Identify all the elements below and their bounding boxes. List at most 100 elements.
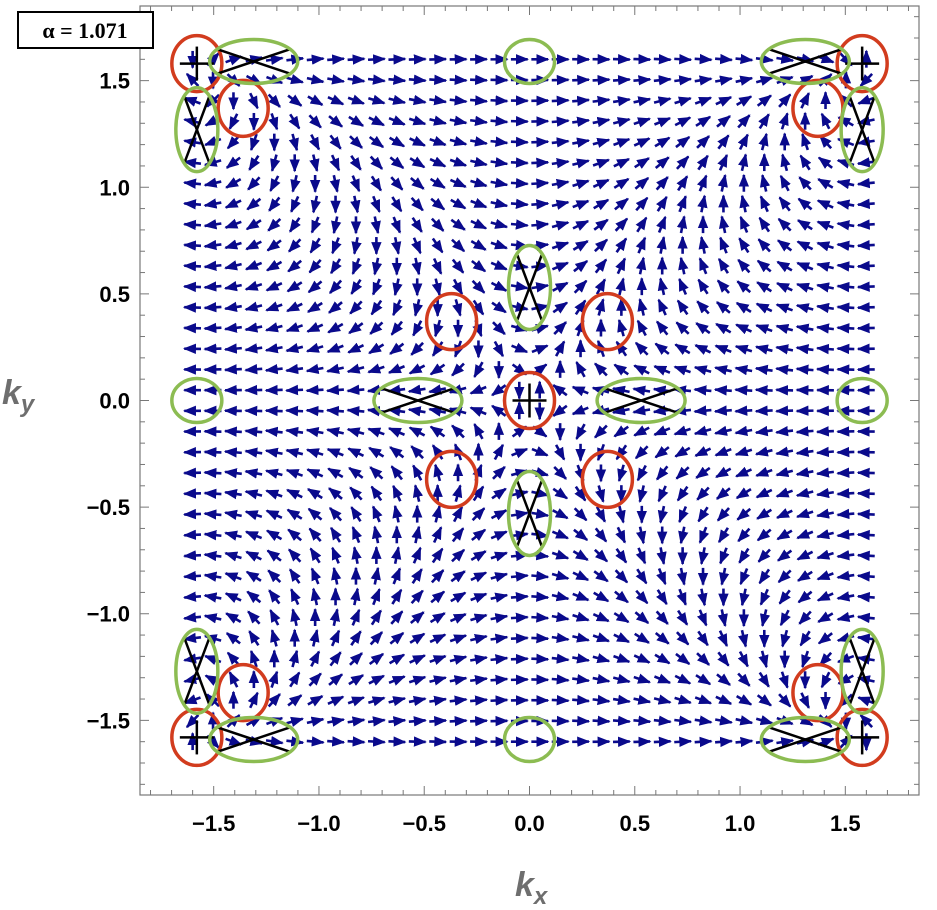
vector-arrow <box>286 716 305 727</box>
vector-arrow <box>714 446 732 457</box>
vector-arrow <box>633 364 650 376</box>
vector-arrow <box>244 530 263 541</box>
vector-arrow <box>673 365 691 376</box>
vector-arrow <box>270 154 281 173</box>
vector-arrow <box>754 385 773 396</box>
vector-arrow <box>697 506 710 523</box>
vector-arrow <box>592 673 611 685</box>
vector-arrow <box>225 632 241 645</box>
vector-arrow <box>288 649 299 668</box>
vector-arrow <box>449 177 467 189</box>
vector-arrow <box>310 195 321 214</box>
vector-arrow <box>431 444 444 460</box>
vector-arrow <box>817 611 834 623</box>
vector-arrow <box>695 322 711 335</box>
vector-arrow <box>470 239 487 251</box>
vector-arrow <box>267 693 281 708</box>
vector-arrow <box>737 258 751 274</box>
vector-arrow <box>409 632 426 645</box>
vector-arrow <box>818 651 833 667</box>
vortex-circle <box>580 449 635 510</box>
vector-arrow <box>491 301 507 314</box>
vector-arrow <box>531 591 550 602</box>
vector-arrow <box>409 177 425 190</box>
x-tick-label: 0.0 <box>514 811 545 836</box>
vector-arrow <box>265 509 283 521</box>
vector-arrow <box>388 736 407 747</box>
vector-arrow <box>815 467 834 478</box>
vector-arrow <box>551 611 570 623</box>
vector-arrow <box>636 464 648 482</box>
vector-arrow <box>531 344 549 355</box>
vector-arrow <box>203 260 222 271</box>
vector-arrow <box>203 219 222 230</box>
vector-arrow <box>203 530 222 541</box>
vector-arrow <box>182 508 202 520</box>
vector-arrow <box>182 591 202 602</box>
vector-arrow <box>675 631 690 646</box>
vector-arrow <box>410 196 424 212</box>
vector-arrow <box>531 653 550 665</box>
vector-arrow <box>856 633 875 644</box>
antivortex-ellipse <box>372 376 464 425</box>
vector-arrow <box>469 384 487 395</box>
vector-arrow <box>613 611 630 624</box>
vector-arrow <box>531 508 550 519</box>
vector-arrow <box>592 137 611 148</box>
vector-arrow <box>286 54 305 65</box>
vector-arrow <box>431 341 444 357</box>
vector-arrow <box>816 529 834 540</box>
vector-arrow <box>775 466 794 478</box>
vector-arrow <box>758 671 770 688</box>
vector-arrow <box>449 675 468 686</box>
vector-arrow <box>857 696 875 707</box>
vector-arrow <box>510 177 529 189</box>
vector-arrow <box>203 239 222 251</box>
vector-arrow <box>249 133 260 152</box>
cross-marker <box>768 48 842 75</box>
vector-arrow <box>290 608 301 627</box>
vector-arrow <box>203 322 222 334</box>
vector-arrow <box>758 113 770 130</box>
vector-arrow <box>430 197 446 211</box>
vector-arrow <box>657 505 668 524</box>
vector-arrow <box>431 526 443 544</box>
vector-arrow <box>390 610 404 625</box>
vector-arrow <box>226 651 241 667</box>
vector-arrow <box>531 446 549 457</box>
vector-arrow <box>288 568 301 584</box>
vector-arrow <box>531 261 550 272</box>
vector-arrow <box>185 72 200 87</box>
vector-arrow <box>407 384 426 395</box>
vector-arrow <box>287 694 303 707</box>
vector-arrow <box>551 137 570 148</box>
vector-arrow <box>306 716 325 727</box>
vector-arrow <box>856 240 875 251</box>
vector-arrow <box>431 504 442 523</box>
vector-arrow <box>449 695 468 706</box>
y-axis-title: ky <box>2 374 36 418</box>
vector-arrow <box>327 74 346 85</box>
vector-arrow <box>268 589 281 605</box>
vector-arrow <box>249 649 260 668</box>
vector-arrow <box>329 134 342 150</box>
antivortex-ellipse <box>502 37 557 86</box>
vector-arrow <box>266 549 282 562</box>
vector-arrow <box>572 590 590 602</box>
vector-arrow <box>203 343 222 354</box>
vector-arrow <box>449 156 468 167</box>
vector-arrow <box>759 195 771 213</box>
vector-arrow <box>265 259 283 272</box>
vector-arrow <box>431 237 444 254</box>
vector-arrow <box>225 177 242 189</box>
vector-arrow <box>331 546 342 564</box>
vector-arrow <box>632 385 651 396</box>
vector-arrow <box>756 259 772 273</box>
vector-arrow <box>326 447 344 459</box>
vector-arrow <box>754 425 773 437</box>
vector-arrow <box>734 446 753 457</box>
vector-arrow <box>713 385 732 396</box>
vector-arrow <box>472 485 485 502</box>
vector-arrow <box>308 114 322 129</box>
vector-arrow <box>715 736 734 748</box>
